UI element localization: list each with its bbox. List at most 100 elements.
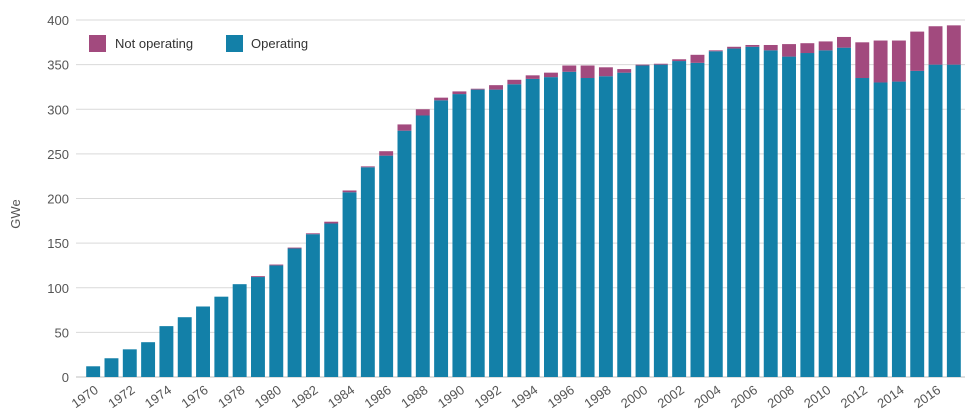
bar-operating-2009 [800, 53, 815, 378]
bar-operating-2012 [855, 78, 870, 377]
bar-operating-2014 [891, 81, 906, 378]
bar-operating-1991 [470, 89, 485, 378]
bar-operating-2016 [928, 64, 943, 377]
x-tick-label: 2014 [874, 382, 906, 411]
bar-not-operating-1991 [470, 88, 485, 90]
bar-operating-1984 [342, 192, 357, 377]
y-axis-ticks: 0 50 100 150 200 250 300 350 400 [47, 13, 69, 385]
bar-not-operating-2007 [763, 44, 778, 51]
bar-not-operating-2001 [653, 63, 668, 65]
bar-operating-1998 [598, 76, 613, 377]
bar-operating-2004 [708, 51, 723, 378]
x-tick-label: 1988 [398, 382, 430, 411]
bar-operating-2010 [818, 50, 833, 377]
bar-not-operating-1995 [544, 72, 558, 78]
bar-not-operating-1994 [525, 75, 540, 79]
bar-operating-2006 [745, 46, 760, 378]
bar-operating-1986 [379, 155, 394, 377]
bar-operating-1974 [159, 326, 174, 377]
bar-operating-2001 [653, 64, 668, 377]
y-tick-label: 300 [47, 102, 69, 117]
x-tick-label: 2004 [691, 382, 723, 411]
bar-operating-2011 [837, 47, 851, 377]
bar-operating-1979 [251, 277, 265, 377]
legend-swatch-not-operating [89, 35, 106, 52]
bar-operating-1996 [562, 71, 577, 377]
x-tick-label: 1978 [215, 382, 247, 411]
bar-operating-1987 [397, 130, 412, 377]
bar-not-operating-1979 [251, 276, 265, 278]
legend-swatch-operating [226, 35, 243, 52]
y-tick-label: 0 [62, 370, 69, 385]
bar-operating-1980 [269, 265, 284, 377]
bar-operating-1982 [305, 234, 320, 377]
y-tick-label: 350 [47, 58, 69, 73]
bar-not-operating-2008 [782, 44, 796, 57]
x-tick-label: 2012 [838, 382, 870, 411]
bar-operating-1981 [287, 248, 302, 377]
y-tick-label: 400 [47, 13, 69, 28]
x-tick-label: 2016 [911, 382, 943, 411]
bar-not-operating-1987 [397, 124, 412, 131]
x-tick-label: 1996 [545, 382, 577, 411]
bar-not-operating-1997 [580, 65, 595, 79]
x-tick-label: 1992 [471, 382, 503, 411]
x-tick-label: 1970 [69, 382, 101, 411]
bar-not-operating-1998 [598, 67, 613, 77]
bar-operating-1985 [360, 167, 375, 377]
x-axis-ticks: 1970 1972 1974 1976 1978 1980 1982 1984 1986 1988… [69, 382, 944, 411]
bar-not-operating-1980 [269, 264, 284, 266]
bar-operating-1994 [525, 78, 540, 377]
x-tick-label: 1976 [178, 382, 210, 411]
legend: Not operating Operating [89, 35, 308, 52]
x-tick-label: 1980 [252, 382, 284, 411]
bar-operating-1992 [489, 89, 503, 378]
bar-operating-1975 [177, 317, 192, 377]
bar-operating-2000 [635, 65, 650, 377]
bar-not-operating-2011 [837, 36, 851, 48]
bar-not-operating-2010 [818, 41, 833, 51]
bar-operating-1971 [104, 358, 119, 377]
bar-operating-1970 [86, 366, 101, 377]
y-tick-label: 50 [55, 325, 69, 340]
bar-operating-1990 [452, 94, 467, 377]
x-tick-label: 1990 [435, 382, 467, 411]
x-tick-label: 1986 [362, 382, 394, 411]
bar-operating-1997 [580, 78, 595, 377]
x-tick-label: 2008 [764, 382, 796, 411]
x-tick-label: 2010 [801, 382, 833, 411]
bar-not-operating-2009 [800, 43, 815, 54]
bar-not-operating-1984 [342, 190, 357, 193]
bar-not-operating-1981 [287, 247, 302, 249]
x-tick-label: 1972 [105, 382, 137, 411]
bar-not-operating-2012 [855, 42, 870, 79]
bar-not-operating-1988 [415, 109, 430, 116]
bar-not-operating-2004 [708, 50, 723, 52]
bar-operating-1978 [232, 284, 247, 377]
x-tick-label: 1982 [288, 382, 320, 411]
bar-not-operating-2006 [745, 44, 760, 47]
bar-operating-1972 [122, 349, 137, 377]
bar-not-operating-2000 [635, 64, 650, 66]
y-axis-title: GWe [8, 199, 23, 228]
bar-operating-1977 [214, 296, 229, 377]
bar-not-operating-2014 [891, 40, 906, 82]
bar-not-operating-1985 [360, 166, 375, 168]
bar-operating-2015 [910, 70, 925, 377]
bar-not-operating-1992 [489, 85, 503, 90]
x-tick-label: 2000 [618, 382, 650, 411]
bar-not-operating-2015 [910, 31, 925, 71]
bar-not-operating-1993 [507, 79, 522, 85]
x-tick-label: 1994 [508, 382, 540, 411]
bar-not-operating-2005 [727, 46, 742, 49]
bar-operating-2005 [727, 48, 742, 378]
y-tick-label: 200 [47, 192, 69, 207]
bar-not-operating-2016 [928, 26, 943, 65]
bar-operating-2017 [946, 64, 961, 377]
bar-not-operating-2003 [690, 54, 705, 63]
bar-operating-2002 [672, 61, 687, 378]
bar-not-operating-1989 [434, 97, 449, 101]
x-tick-label: 1984 [325, 382, 357, 411]
y-tick-label: 100 [47, 281, 69, 296]
